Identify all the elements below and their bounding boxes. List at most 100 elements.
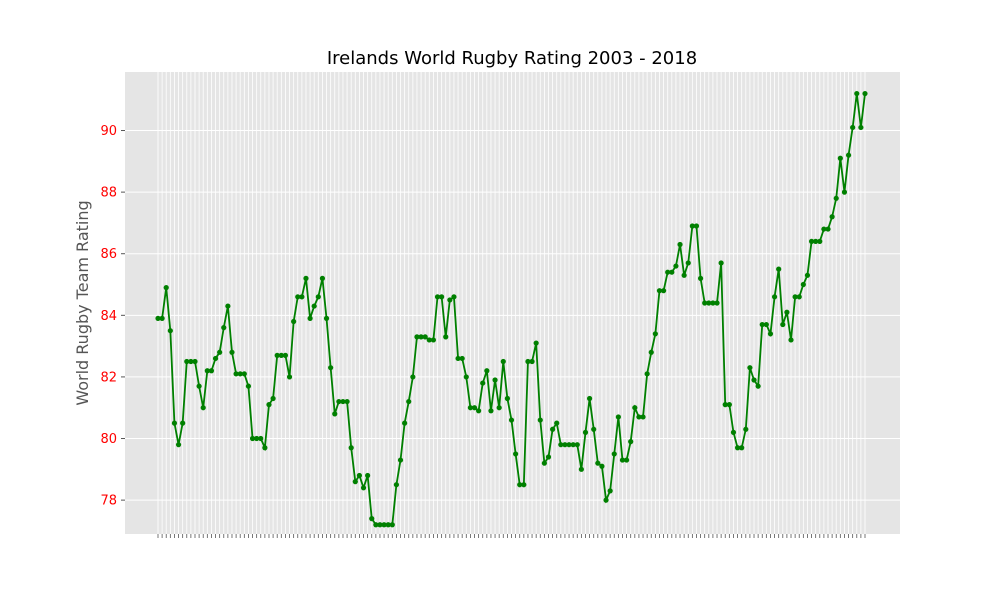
data-point [562,442,568,448]
data-point [311,303,317,309]
data-point [389,522,395,528]
data-point [677,241,683,248]
data-point [286,374,293,380]
data-point [710,300,716,306]
data-point [570,442,576,448]
data-point [397,457,404,463]
data-point [541,460,547,466]
data-point [862,90,868,97]
data-point [755,383,761,389]
data-point [640,414,646,420]
data-point [599,463,605,469]
data-point [155,315,161,321]
data-point [463,374,469,380]
data-point [455,355,461,362]
data-point [385,522,391,528]
data-point [426,337,432,343]
data-point [619,457,626,463]
data-point [784,309,790,315]
data-point [607,488,613,494]
data-point [422,334,428,340]
data-point [225,303,231,309]
data-point [751,377,757,383]
data-point [681,272,687,278]
data-point [319,275,326,281]
data-point [850,124,856,131]
data-point [632,405,638,411]
data-point [217,349,223,355]
data-point [204,368,210,374]
data-point [439,294,445,300]
data-point [586,395,593,402]
data-point [270,395,276,402]
data-point [537,417,543,423]
data-point [702,300,708,306]
data-point [858,124,864,131]
data-point [636,414,642,420]
data-point [508,417,515,423]
data-point [706,300,712,306]
data-point [159,315,165,321]
data-point [369,516,375,522]
data-point [163,285,169,291]
data-point [192,358,198,365]
data-point [291,318,297,325]
data-point [628,439,634,445]
y-tick-label: 84 [100,309,117,324]
data-point [196,383,202,389]
data-point [821,226,827,232]
data-point [418,334,424,340]
data-point [767,331,774,337]
data-point [513,451,519,457]
data-point [262,445,268,451]
y-tick-label: 90 [100,124,117,139]
data-point [813,238,819,244]
data-point [476,408,482,414]
y-tick-label: 80 [100,432,117,447]
data-point [665,269,671,275]
data-point [447,297,453,303]
data-point [336,398,342,405]
data-point [644,371,650,377]
y-tick-label: 82 [100,370,117,385]
data-point [504,395,510,402]
data-point [796,294,802,300]
data-point [266,402,272,408]
data-point [467,405,473,411]
data-point [451,294,457,300]
data-point [747,365,753,371]
data-point [759,321,765,328]
data-point [550,426,556,432]
data-point [660,288,667,294]
y-axis-label: World Rugby Team Rating [73,200,92,405]
data-point [307,315,313,321]
data-point [776,266,782,272]
plot-area [125,72,900,534]
data-point [188,358,194,365]
data-point [554,420,560,426]
data-point [352,479,358,485]
y-tick-label: 86 [100,247,117,262]
data-point [200,405,206,411]
data-point [443,334,449,340]
data-point [739,445,745,451]
data-point [591,426,597,432]
y-tick-label: 88 [100,186,117,201]
data-point [780,321,786,328]
data-point [245,383,252,389]
data-point [406,398,412,405]
data-point [488,408,494,414]
data-point [800,281,806,288]
data-point [792,294,798,300]
data-point [373,522,379,528]
y-tick-label: 78 [100,494,117,509]
data-point [381,522,387,528]
data-point [771,294,778,300]
data-point [525,358,531,365]
chart-title: Irelands World Rugby Rating 2003 - 2018 [327,48,697,69]
data-point [817,238,823,244]
data-point [315,294,321,300]
data-point [299,294,305,300]
data-point [344,398,350,405]
